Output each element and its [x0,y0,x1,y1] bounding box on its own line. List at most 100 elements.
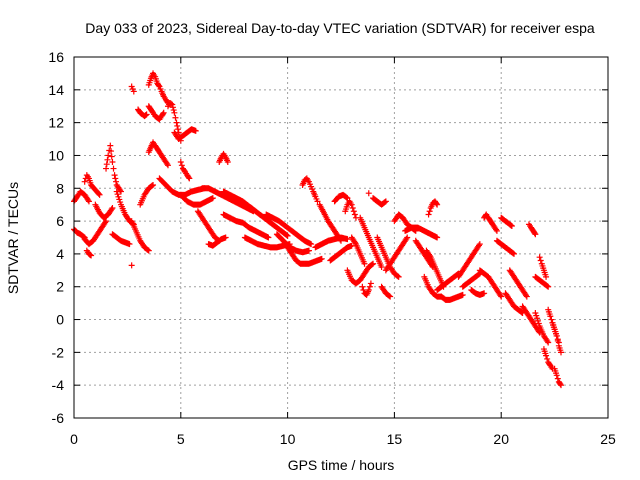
data-point [265,234,272,241]
data-point [348,201,355,208]
data-point [174,126,181,133]
data-point [145,247,152,254]
data-point [344,195,351,202]
data-point [558,382,565,389]
data-point [395,273,402,280]
data-point [108,206,115,213]
data-point [387,293,394,300]
data-point [81,178,88,185]
data-point [533,312,540,319]
data-point [547,313,554,320]
y-axis-label: SDTVAR / TECUs [5,182,21,294]
data-point [497,292,504,299]
data-point [96,191,103,198]
data-point [493,226,500,233]
data-point [164,160,171,167]
data-point [459,291,466,298]
data-point [95,190,102,197]
x-tick-labels: 0 5 10 15 20 25 [70,431,616,447]
data-point [172,114,179,121]
data-point [537,257,544,264]
data-point [116,196,123,203]
data-point [534,315,541,322]
data-point [404,234,411,241]
data-point [366,283,373,290]
data-point [168,100,175,107]
data-point [545,339,552,346]
data-point [113,188,120,195]
data-point [224,159,231,166]
data-point [283,232,290,239]
data-point [361,260,368,267]
data-point [109,159,116,166]
y-tick-label: 2 [56,279,64,295]
data-point [171,109,178,116]
data-point [186,175,193,182]
data-point [305,247,312,254]
data-point [160,109,167,116]
x-tick-label: 15 [387,431,403,447]
data-point [433,200,440,207]
data-point [174,122,181,129]
x-tick-label: 10 [280,431,296,447]
data-point [426,252,433,259]
data-point [109,204,116,211]
data-point [370,260,377,267]
data-point [130,88,137,95]
y-tick-label: 0 [56,312,64,328]
data-point [349,204,356,211]
data-point [493,227,500,234]
x-tick-label: 5 [177,431,185,447]
y-tick-label: -2 [52,344,65,360]
data-point [359,283,366,290]
data-point [360,287,367,294]
data-point [117,187,124,194]
data-point [110,165,117,172]
data-point [543,273,550,280]
data-point [476,241,483,248]
data-point [105,152,112,159]
data-point [543,352,550,359]
data-point [222,234,229,241]
data-point [544,283,551,290]
x-tick-label: 25 [600,431,616,447]
data-point [85,197,92,204]
data-point [192,127,199,134]
y-tick-label: -4 [52,377,65,393]
data-point [143,111,150,118]
data-point [518,309,525,316]
data-point [177,159,184,166]
data-point [553,372,560,379]
y-tick-label: 16 [48,49,64,65]
data-point [531,230,538,237]
data-point [173,119,180,126]
data-point [348,242,355,249]
data-point [150,181,157,188]
data-point [113,178,120,185]
data-point [160,110,166,117]
data-point [510,250,517,257]
data-point [164,162,171,169]
data-point [365,190,372,197]
data-point [350,208,357,215]
data-point [365,287,372,294]
data-point [434,234,441,241]
data-point [126,241,133,248]
data-point [114,191,121,198]
y-tick-label: 10 [48,147,64,163]
data-point [85,198,92,205]
data-point [352,239,359,246]
y-tick-label: -6 [52,410,65,426]
data-point [554,375,561,382]
gridlines [74,57,608,418]
data-point [308,241,315,248]
data-point [117,199,124,206]
data-point [318,255,325,262]
x-tick-label: 20 [493,431,509,447]
data-point [103,161,110,168]
data-point [112,175,119,182]
data-point [536,254,543,261]
plot-frame [73,56,609,419]
data-point [351,211,358,218]
data-point [426,208,433,215]
